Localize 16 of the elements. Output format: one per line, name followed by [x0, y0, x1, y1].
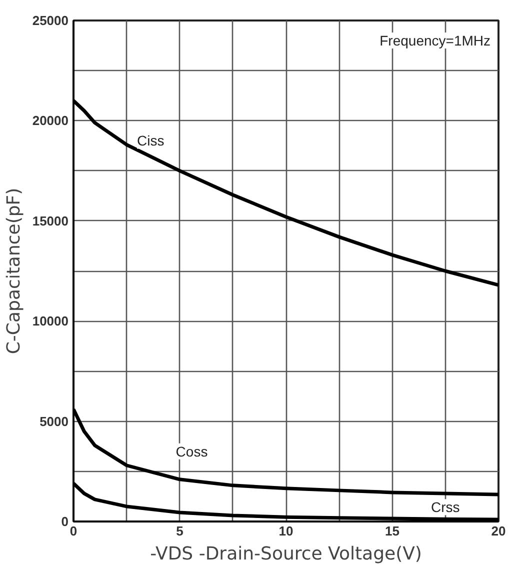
- y-tick-label: 10000: [32, 314, 69, 329]
- y-tick-label: 20000: [32, 113, 69, 128]
- series-label: Coss: [176, 443, 208, 460]
- y-tick-label: 25000: [32, 13, 69, 28]
- x-tick-label: 15: [385, 524, 400, 538]
- annotation: Frequency=1MHz: [380, 32, 491, 48]
- y-tick-label: 5000: [40, 414, 68, 429]
- x-tick-label: 5: [176, 524, 184, 538]
- y-tick-label: 15000: [32, 213, 69, 228]
- y-tick-label: 0: [61, 514, 69, 529]
- x-tick-label: 20: [491, 524, 506, 538]
- y-axis-title: C-Capacitance(pF): [3, 188, 24, 354]
- series-label: Crss: [430, 499, 460, 516]
- x-axis-title: -VDS -Drain-Source Voltage(V): [150, 544, 422, 564]
- x-tick-label: 10: [278, 524, 294, 538]
- series-label: Ciss: [137, 132, 164, 149]
